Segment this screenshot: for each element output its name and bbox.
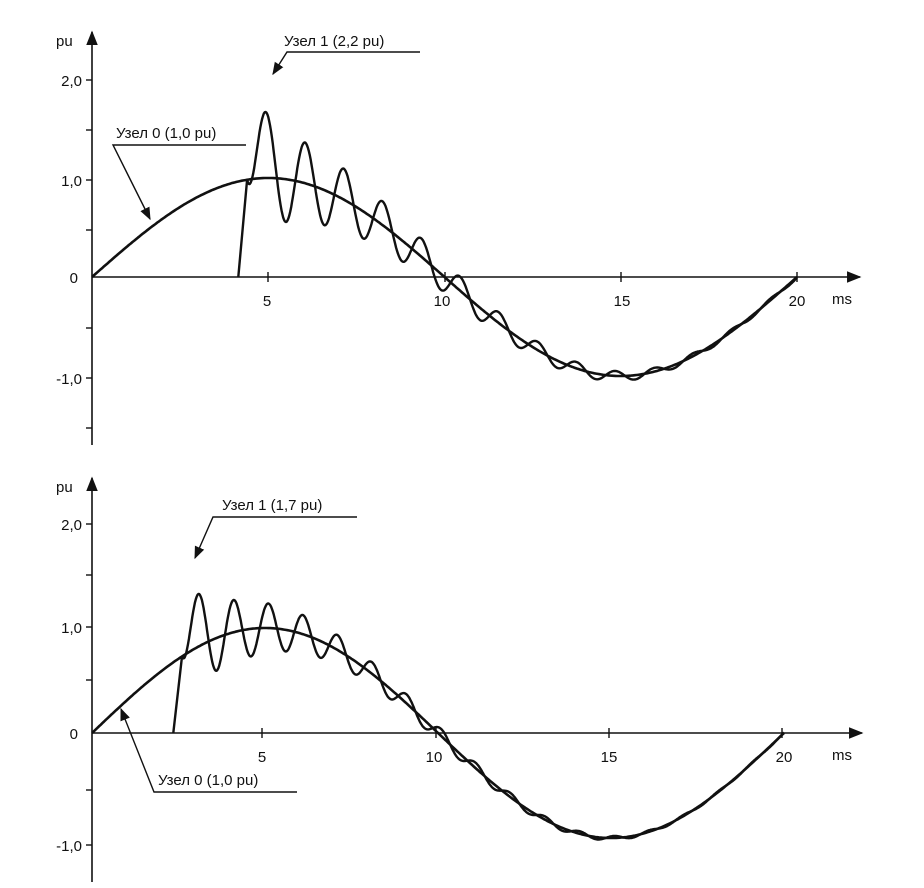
bottom-annotation-uzel0: Узел 0 (1,0 pu) — [158, 772, 258, 789]
bottom-y-axis-label: pu — [56, 479, 73, 496]
top-x-tick-label: 20 — [789, 293, 806, 310]
top-x-tick-label: 5 — [263, 293, 271, 310]
bottom-annotation-uzel1-leader — [194, 516, 357, 560]
bottom-y-tick-label: 2,0 — [61, 517, 82, 534]
top-y-tick-label: 1,0 — [61, 173, 82, 190]
top-y-tick-label: -1,0 — [56, 371, 82, 388]
top-series-uzel0-line — [91, 176, 798, 378]
top-annotation-uzel1-leader — [272, 51, 420, 76]
top-series-uzel1-line — [237, 110, 798, 381]
bottom-x-axis-label: ms — [832, 747, 852, 764]
top-x-tick-label: 15 — [614, 293, 631, 310]
top-chart: pu ms 2,0 1,0 0 -1,0 5 10 15 20 Узел 1 (… — [56, 30, 862, 445]
top-y-tick-label: 0 — [70, 270, 78, 287]
bottom-x-tick-label: 10 — [426, 749, 443, 766]
top-annotation-uzel0: Узел 0 (1,0 pu) — [116, 125, 216, 142]
bottom-y-tick-label: 1,0 — [61, 620, 82, 637]
bottom-series-uzel1-line — [172, 592, 785, 841]
top-y-tick-label: 2,0 — [61, 73, 82, 90]
top-annotation-uzel1: Узел 1 (2,2 pu) — [284, 33, 384, 50]
bottom-y-tick-label: 0 — [70, 726, 78, 743]
bottom-x-tick-label: 5 — [258, 749, 266, 766]
bottom-y-tick-label: -1,0 — [56, 838, 82, 855]
top-annotation-uzel0-leader — [111, 144, 246, 221]
top-y-axis-label: pu — [56, 33, 73, 50]
bottom-x-tick-label: 20 — [776, 749, 793, 766]
bottom-annotation-uzel0-leader — [120, 707, 297, 793]
bottom-chart: pu ms 2,0 1,0 0 -1,0 5 10 15 20 Узел 1 (… — [56, 476, 864, 882]
bottom-x-tick-label: 15 — [601, 749, 618, 766]
top-x-tick-label: 10 — [434, 293, 451, 310]
top-x-axis-label: ms — [832, 291, 852, 308]
bottom-annotation-uzel1: Узел 1 (1,7 pu) — [222, 497, 322, 514]
